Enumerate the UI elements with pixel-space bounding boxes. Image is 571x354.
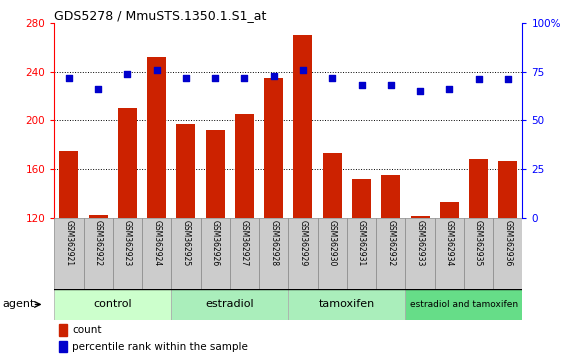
Point bbox=[211, 75, 220, 80]
Point bbox=[152, 67, 161, 73]
Point bbox=[299, 67, 308, 73]
Text: tamoxifen: tamoxifen bbox=[319, 299, 375, 309]
Text: GSM362934: GSM362934 bbox=[445, 220, 454, 266]
FancyBboxPatch shape bbox=[171, 218, 200, 289]
FancyBboxPatch shape bbox=[200, 218, 230, 289]
Text: GDS5278 / MmuSTS.1350.1.S1_at: GDS5278 / MmuSTS.1350.1.S1_at bbox=[54, 9, 267, 22]
Point bbox=[94, 86, 103, 92]
Text: GSM362930: GSM362930 bbox=[328, 220, 337, 266]
Point bbox=[65, 75, 74, 80]
Text: GSM362928: GSM362928 bbox=[269, 220, 278, 266]
FancyBboxPatch shape bbox=[493, 218, 522, 289]
Bar bbox=[235, 114, 254, 218]
Bar bbox=[293, 35, 312, 218]
Text: GSM362926: GSM362926 bbox=[211, 220, 220, 266]
FancyBboxPatch shape bbox=[54, 289, 171, 320]
Bar bbox=[264, 78, 283, 218]
FancyBboxPatch shape bbox=[317, 218, 347, 289]
FancyBboxPatch shape bbox=[376, 218, 405, 289]
Text: GSM362935: GSM362935 bbox=[474, 220, 483, 266]
FancyBboxPatch shape bbox=[435, 218, 464, 289]
Bar bbox=[440, 202, 459, 218]
FancyBboxPatch shape bbox=[259, 218, 288, 289]
Text: GSM362933: GSM362933 bbox=[416, 220, 425, 266]
Text: GSM362927: GSM362927 bbox=[240, 220, 249, 266]
FancyBboxPatch shape bbox=[142, 218, 171, 289]
Point bbox=[474, 76, 483, 82]
FancyBboxPatch shape bbox=[288, 218, 317, 289]
Text: count: count bbox=[72, 325, 102, 335]
FancyBboxPatch shape bbox=[230, 218, 259, 289]
Point bbox=[328, 75, 337, 80]
Bar bbox=[381, 175, 400, 218]
Bar bbox=[469, 159, 488, 218]
Text: percentile rank within the sample: percentile rank within the sample bbox=[72, 342, 248, 352]
Text: GSM362923: GSM362923 bbox=[123, 220, 132, 266]
FancyBboxPatch shape bbox=[113, 218, 142, 289]
Text: estradiol and tamoxifen: estradiol and tamoxifen bbox=[410, 300, 518, 309]
Point bbox=[503, 76, 512, 82]
Bar bbox=[59, 324, 67, 336]
Bar bbox=[59, 341, 67, 352]
FancyBboxPatch shape bbox=[171, 289, 288, 320]
Point bbox=[182, 75, 191, 80]
FancyBboxPatch shape bbox=[405, 218, 435, 289]
Point bbox=[357, 82, 366, 88]
Text: GSM362922: GSM362922 bbox=[94, 220, 103, 266]
FancyBboxPatch shape bbox=[347, 218, 376, 289]
FancyBboxPatch shape bbox=[83, 218, 113, 289]
Text: control: control bbox=[94, 299, 132, 309]
FancyBboxPatch shape bbox=[54, 218, 83, 289]
Text: GSM362931: GSM362931 bbox=[357, 220, 366, 266]
Bar bbox=[352, 179, 371, 218]
Text: GSM362936: GSM362936 bbox=[503, 220, 512, 266]
Point bbox=[123, 71, 132, 76]
FancyBboxPatch shape bbox=[288, 289, 405, 320]
Point bbox=[416, 88, 425, 94]
FancyBboxPatch shape bbox=[464, 218, 493, 289]
Point bbox=[240, 75, 249, 80]
Bar bbox=[59, 151, 78, 218]
Bar bbox=[176, 124, 195, 218]
Text: GSM362924: GSM362924 bbox=[152, 220, 161, 266]
Bar bbox=[323, 153, 342, 218]
Text: GSM362929: GSM362929 bbox=[299, 220, 308, 266]
Point bbox=[445, 86, 454, 92]
Text: GSM362921: GSM362921 bbox=[65, 220, 74, 266]
Bar bbox=[89, 215, 108, 218]
Bar bbox=[118, 108, 137, 218]
Text: agent: agent bbox=[3, 299, 35, 309]
Bar bbox=[206, 130, 225, 218]
Bar bbox=[411, 217, 429, 218]
Text: GSM362925: GSM362925 bbox=[182, 220, 191, 266]
Point bbox=[269, 73, 278, 78]
FancyBboxPatch shape bbox=[405, 289, 522, 320]
Bar bbox=[498, 160, 517, 218]
Text: estradiol: estradiol bbox=[206, 299, 254, 309]
Point bbox=[386, 82, 395, 88]
Bar bbox=[147, 57, 166, 218]
Text: GSM362932: GSM362932 bbox=[386, 220, 395, 266]
